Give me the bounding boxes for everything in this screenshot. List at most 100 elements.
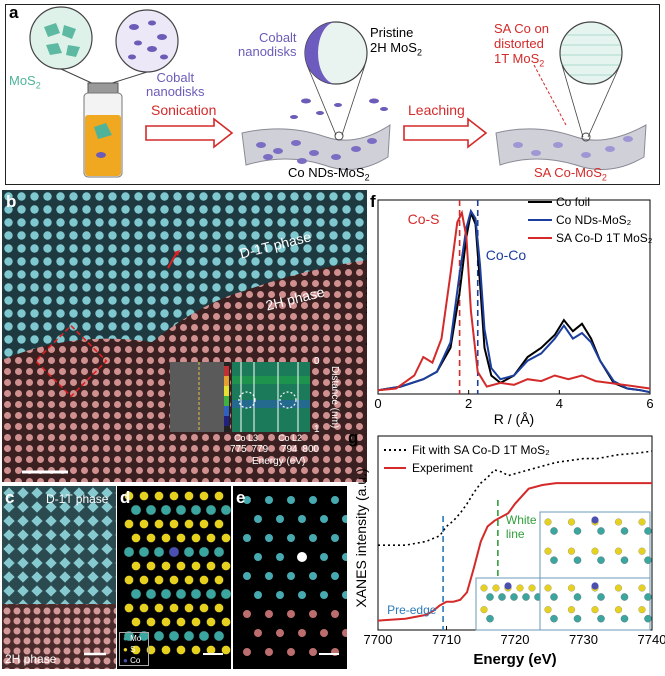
sim-spot <box>331 534 339 542</box>
sim-spot <box>265 610 273 618</box>
lattice-atom <box>123 546 135 558</box>
structure-atom <box>516 584 524 592</box>
annotation-label: Co-Co <box>486 247 527 263</box>
lattice-atom <box>183 546 195 558</box>
lattice-atom <box>214 575 224 585</box>
sim-spot <box>287 610 295 618</box>
structure-atom <box>480 584 488 592</box>
sim-spot <box>276 629 284 637</box>
sim-spot <box>298 629 306 637</box>
lattice-atom <box>168 630 180 642</box>
x-tick-label: 7710 <box>432 632 461 647</box>
lattice-atom <box>154 519 164 529</box>
lattice-atom <box>124 603 134 613</box>
annotation-label: Pre-edge <box>387 603 437 617</box>
sim-spot <box>309 572 317 580</box>
series-line <box>377 482 652 622</box>
cobalt-label-center: Cobalt nanodisks <box>238 30 297 59</box>
lattice-atom <box>130 588 142 600</box>
chart-f: 0 2 4 6 |FTk³χ(k)| (Å⁻⁴) R / (Å) Co foil Co NDs… <box>351 195 654 427</box>
structure-atom <box>638 584 646 592</box>
structure-atom <box>644 593 652 601</box>
inset-co-l2: Co L2 <box>278 433 303 443</box>
sim-spot <box>320 591 328 599</box>
lattice-atom <box>206 561 216 571</box>
panel-g: 7700 7710 7720 7730 7740 XANES intensity (a.u… <box>340 428 665 671</box>
structure-atom <box>644 614 652 623</box>
x-tick-label: 2 <box>465 396 472 411</box>
lattice-atom <box>198 546 210 558</box>
sim-spot <box>243 610 251 618</box>
lattice-atom <box>190 504 202 516</box>
lattice-atom <box>139 575 149 585</box>
sim-spot <box>320 515 328 523</box>
structure-atom <box>528 584 536 592</box>
panel-a: a MoS2 Cobalt nanodisks Cobalt nanodisks… <box>5 3 660 185</box>
sim-spot <box>287 496 295 504</box>
lattice-atom <box>131 645 141 655</box>
mos2-circle <box>29 6 93 70</box>
structure-atom <box>614 518 623 526</box>
structure-atom <box>498 593 506 601</box>
lattice-atom <box>221 617 231 627</box>
structure-atom <box>620 614 629 623</box>
structure-atom <box>620 593 629 601</box>
lattice-atom <box>213 630 225 642</box>
lattice-atom <box>131 533 141 543</box>
x-axis-label: Energy (eV) <box>473 651 556 668</box>
inset-energy-label: Energy (eV) <box>252 456 306 467</box>
mos2-label: MoS2 <box>9 73 41 91</box>
panel-d: d ● Mo ● S ● Co <box>117 486 231 669</box>
sim-spot <box>254 629 262 637</box>
mos2-flakes <box>44 23 80 57</box>
lattice-atom <box>160 588 172 600</box>
lattice-atom <box>220 504 231 516</box>
leaching-label: Leaching <box>408 102 465 118</box>
lattice-atom <box>168 546 180 558</box>
structure-atom <box>544 606 552 614</box>
sim-spot <box>342 515 347 523</box>
structure-atom <box>480 606 488 614</box>
lattice-atom <box>153 546 165 558</box>
structure-atom <box>614 584 623 592</box>
y-axis-label: XANES intensity (a.u.) <box>353 468 369 607</box>
lattice-atom <box>175 588 187 600</box>
pristine-label: Pristine 2H MoS2 <box>370 25 422 58</box>
lattice-atom <box>161 645 171 655</box>
panel-a-schematic <box>29 6 647 178</box>
lattice-atom <box>145 504 157 516</box>
sim-spot <box>243 572 251 580</box>
structure-atom <box>486 614 494 623</box>
sim-spot <box>243 496 251 504</box>
sim-spot <box>265 534 273 542</box>
structure-atom <box>638 518 646 526</box>
structure-atom <box>567 584 576 592</box>
sa-co-mos2-label: SA Co-MoS2 <box>534 165 607 183</box>
panel-c-image <box>2 486 116 669</box>
lattice-atom <box>184 575 194 585</box>
lattice-atom <box>161 617 171 627</box>
structure-atom <box>597 527 605 535</box>
structure-atom <box>550 614 558 623</box>
lattice-atom <box>145 588 157 600</box>
x-tick-label: 7700 <box>364 632 393 647</box>
lattice-atom <box>153 630 165 642</box>
sonication-arrow <box>145 117 234 149</box>
structure-atom <box>573 527 582 535</box>
lattice-atom <box>191 645 201 655</box>
lattice-atom <box>138 546 150 558</box>
inset-dist-1: 1 <box>314 424 320 435</box>
sim-spot <box>243 534 251 542</box>
lattice-atom <box>131 617 141 627</box>
structure-atom <box>492 584 500 592</box>
annotation-label: Co-S <box>408 211 440 227</box>
sim-spot <box>309 534 317 542</box>
lattice-atom <box>146 561 156 571</box>
sim-spot <box>342 629 347 637</box>
annotation-label: line <box>506 527 525 541</box>
legend-label: Experiment <box>412 461 473 475</box>
sim-spot <box>265 496 273 504</box>
inset-co-l3: Co L3 <box>234 433 259 443</box>
sim-spot <box>287 648 295 656</box>
lattice-atom <box>146 617 156 627</box>
